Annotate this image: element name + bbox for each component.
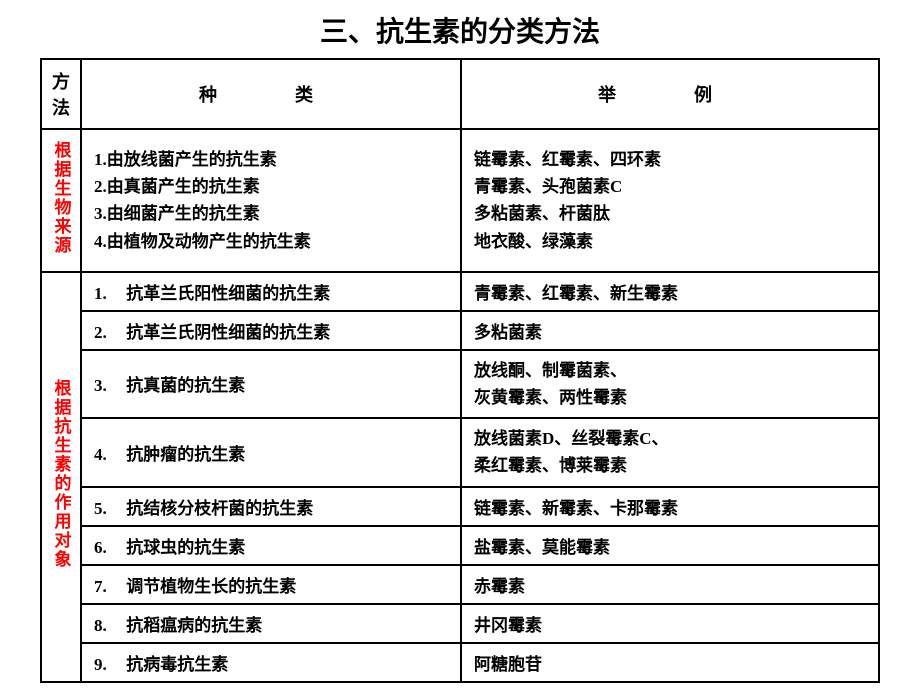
section2-example-3: 放线酮、制霉菌素、灰黄霉素、两性霉素 xyxy=(461,350,879,418)
section1-examples: 链霉素、红霉素、四环素 青霉素、头孢菌素C 多粘菌素、杆菌肽 地衣酸、绿藻素 xyxy=(461,129,879,272)
section2-type-7: 7. 调节植物生长的抗生素 xyxy=(81,565,461,604)
section2-type-9: 9. 抗病毒抗生素 xyxy=(81,643,461,682)
section2-row-4: 4. 抗肿瘤的抗生素 放线菌素D、丝裂霉素C、柔红霉素、博莱霉素 xyxy=(41,418,879,486)
section2-type-6: 6. 抗球虫的抗生素 xyxy=(81,526,461,565)
header-example: 举 例 xyxy=(461,59,879,129)
section2-row-9: 9. 抗病毒抗生素 阿糖胞苷 xyxy=(41,643,879,682)
section2-type-2: 2. 抗革兰氏阴性细菌的抗生素 xyxy=(81,311,461,350)
section2-method-label: 根据抗生素的作用对象 xyxy=(41,272,81,682)
section2-example-6: 盐霉素、莫能霉素 xyxy=(461,526,879,565)
section1-method-label: 根据生物来源 xyxy=(41,129,81,272)
classification-table: 方法 种 类 举 例 根据生物来源 1.由放线菌产生的抗生素 2.由真菌产生的抗… xyxy=(40,58,880,683)
section2-row-2: 2. 抗革兰氏阴性细菌的抗生素 多粘菌素 xyxy=(41,311,879,350)
section1-types: 1.由放线菌产生的抗生素 2.由真菌产生的抗生素 3.由细菌产生的抗生素 4.由… xyxy=(81,129,461,272)
section2-row-3: 3. 抗真菌的抗生素 放线酮、制霉菌素、灰黄霉素、两性霉素 xyxy=(41,350,879,418)
section2-type-1: 1. 抗革兰氏阳性细菌的抗生素 xyxy=(81,272,461,311)
section2-example-1: 青霉素、红霉素、新生霉素 xyxy=(461,272,879,311)
page-title: 三、抗生素的分类方法 xyxy=(40,10,880,50)
section2-example-7: 赤霉素 xyxy=(461,565,879,604)
section2-type-5: 5. 抗结核分枝杆菌的抗生素 xyxy=(81,487,461,526)
section2-row-6: 6. 抗球虫的抗生素 盐霉素、莫能霉素 xyxy=(41,526,879,565)
section2-row-5: 5. 抗结核分枝杆菌的抗生素 链霉素、新霉素、卡那霉素 xyxy=(41,487,879,526)
section2-row-8: 8. 抗稻瘟病的抗生素 井冈霉素 xyxy=(41,604,879,643)
section2-row-7: 7. 调节植物生长的抗生素 赤霉素 xyxy=(41,565,879,604)
header-type: 种 类 xyxy=(81,59,461,129)
table-header-row: 方法 种 类 举 例 xyxy=(41,59,879,129)
section2-type-8: 8. 抗稻瘟病的抗生素 xyxy=(81,604,461,643)
section2-type-3: 3. 抗真菌的抗生素 xyxy=(81,350,461,418)
section2-example-8: 井冈霉素 xyxy=(461,604,879,643)
section2-example-4: 放线菌素D、丝裂霉素C、柔红霉素、博莱霉素 xyxy=(461,418,879,486)
section2-example-2: 多粘菌素 xyxy=(461,311,879,350)
section2-type-4: 4. 抗肿瘤的抗生素 xyxy=(81,418,461,486)
section2-example-9: 阿糖胞苷 xyxy=(461,643,879,682)
section1-row: 根据生物来源 1.由放线菌产生的抗生素 2.由真菌产生的抗生素 3.由细菌产生的… xyxy=(41,129,879,272)
header-method: 方法 xyxy=(41,59,81,129)
section2-row-1: 根据抗生素的作用对象 1. 抗革兰氏阳性细菌的抗生素 青霉素、红霉素、新生霉素 xyxy=(41,272,879,311)
section2-example-5: 链霉素、新霉素、卡那霉素 xyxy=(461,487,879,526)
